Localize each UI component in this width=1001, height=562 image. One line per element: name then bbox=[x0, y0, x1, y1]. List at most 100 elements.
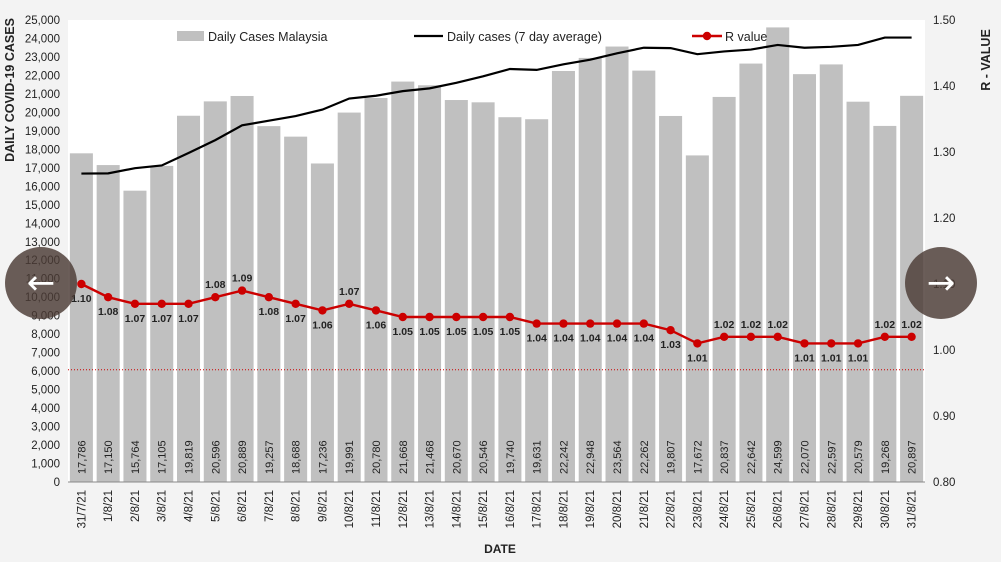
bar-value-label: 20,780 bbox=[371, 440, 383, 474]
r-value-label: 1.04 bbox=[634, 333, 655, 345]
bar bbox=[525, 119, 549, 482]
left-axis-tick-label: 14,000 bbox=[25, 218, 60, 230]
bar-value-label: 20,897 bbox=[907, 440, 919, 474]
left-axis-tick-label: 20,000 bbox=[25, 107, 60, 119]
r-value-point bbox=[853, 339, 863, 348]
bar bbox=[873, 125, 897, 482]
bar-value-label: 20,579 bbox=[853, 440, 865, 474]
bar bbox=[551, 70, 575, 483]
r-value-label: 1.09 bbox=[232, 273, 253, 285]
r-value-point bbox=[157, 299, 166, 308]
legend-label: Daily Cases Malaysia bbox=[208, 30, 328, 44]
r-value-point bbox=[211, 293, 220, 302]
r-value-label: 1.01 bbox=[794, 352, 815, 364]
r-value-point bbox=[452, 312, 461, 322]
bar-value-label: 17,236 bbox=[317, 440, 329, 474]
x-tick-label: 20/8/21 bbox=[612, 490, 624, 528]
r-value-point bbox=[77, 279, 86, 289]
r-value-label: 1.01 bbox=[687, 352, 708, 364]
left-axis-tick-label: 24,000 bbox=[25, 33, 60, 45]
bar-value-label: 17,786 bbox=[76, 440, 88, 474]
x-tick-label: 16/8/21 bbox=[505, 490, 517, 528]
r-value-point bbox=[532, 319, 541, 328]
r-value-point bbox=[693, 339, 702, 348]
x-tick-label: 29/8/21 bbox=[853, 490, 865, 528]
right-axis-tick-label: 0.90 bbox=[933, 411, 955, 423]
right-axis-tick-label: 1.30 bbox=[933, 147, 955, 159]
bar bbox=[659, 115, 683, 482]
x-tick-label: 6/8/21 bbox=[237, 490, 249, 522]
bar-value-label: 20,546 bbox=[478, 440, 490, 474]
r-value-label: 1.01 bbox=[848, 352, 869, 364]
legend-swatch-r-point bbox=[702, 31, 712, 41]
bar bbox=[284, 136, 308, 483]
bar-value-label: 22,597 bbox=[826, 440, 838, 474]
left-axis-tick-label: 25,000 bbox=[25, 15, 60, 27]
left-axis-tick-label: 18,000 bbox=[25, 144, 60, 156]
r-value-label: 1.08 bbox=[259, 306, 280, 318]
x-tick-label: 28/8/21 bbox=[826, 490, 838, 528]
bar bbox=[632, 70, 656, 483]
r-value-point bbox=[773, 332, 782, 341]
x-tick-label: 26/8/21 bbox=[773, 490, 785, 528]
previous-arrow-button[interactable]: ← bbox=[5, 247, 77, 319]
bar-value-label: 23,564 bbox=[612, 440, 624, 474]
left-axis-tick-label: 2,000 bbox=[31, 440, 60, 452]
bar-value-label: 17,105 bbox=[157, 440, 169, 474]
left-axis-tick-label: 0 bbox=[54, 477, 60, 489]
bar-value-label: 20,889 bbox=[237, 440, 249, 474]
r-value-label: 1.05 bbox=[446, 326, 467, 338]
left-axis-tick-label: 5,000 bbox=[31, 385, 60, 397]
x-tick-label: 4/8/21 bbox=[184, 490, 196, 522]
r-value-point bbox=[639, 319, 648, 328]
r-value-point bbox=[130, 299, 140, 308]
arrow-right-icon: → bbox=[926, 263, 956, 303]
bar bbox=[69, 153, 93, 483]
left-axis-tick-label: 16,000 bbox=[25, 181, 60, 193]
bar bbox=[792, 74, 817, 483]
bar-value-label: 22,070 bbox=[799, 440, 811, 474]
legend-label: R value bbox=[725, 30, 767, 44]
bar bbox=[364, 97, 388, 483]
bar-value-label: 19,819 bbox=[184, 440, 196, 474]
bar bbox=[444, 100, 468, 482]
bar-value-label: 19,268 bbox=[880, 440, 892, 474]
r-value-point bbox=[666, 326, 675, 335]
bar-value-label: 19,991 bbox=[344, 440, 356, 474]
r-value-label: 1.04 bbox=[526, 333, 547, 345]
bar bbox=[310, 163, 334, 483]
r-value-point bbox=[264, 293, 274, 302]
bar bbox=[498, 117, 522, 482]
r-value-label: 1.02 bbox=[714, 319, 735, 331]
left-axis-tick-label: 17,000 bbox=[25, 163, 60, 175]
bar-value-label: 18,688 bbox=[291, 440, 303, 474]
r-value-label: 1.08 bbox=[98, 306, 119, 318]
bar-value-label: 22,262 bbox=[639, 440, 651, 474]
r-value-label: 1.07 bbox=[178, 313, 199, 325]
bar-value-label: 17,150 bbox=[103, 440, 115, 474]
left-axis-tick-label: 13,000 bbox=[25, 237, 60, 249]
bar-value-label: 20,670 bbox=[451, 440, 463, 474]
left-axis-tick-label: 19,000 bbox=[25, 126, 60, 138]
r-value-label: 1.05 bbox=[473, 326, 494, 338]
right-axis-tick-label: 1.00 bbox=[933, 345, 955, 357]
bar-value-label: 22,242 bbox=[558, 440, 570, 474]
x-tick-label: 1/8/21 bbox=[103, 490, 115, 522]
bar bbox=[123, 190, 147, 482]
r-value-label: 1.04 bbox=[553, 333, 574, 345]
x-tick-label: 7/8/21 bbox=[264, 490, 276, 522]
x-tick-label: 15/8/21 bbox=[478, 490, 490, 528]
x-tick-label: 10/8/21 bbox=[344, 490, 356, 528]
r-value-point bbox=[103, 293, 113, 302]
bar-value-label: 21,668 bbox=[398, 440, 410, 474]
left-axis-tick-label: 23,000 bbox=[25, 52, 60, 64]
bar bbox=[176, 115, 201, 483]
bar bbox=[391, 81, 415, 482]
left-axis-tick-label: 1,000 bbox=[31, 459, 60, 471]
r-value-point bbox=[425, 312, 434, 322]
next-arrow-button[interactable]: → bbox=[905, 247, 977, 319]
x-tick-label: 5/8/21 bbox=[210, 490, 222, 522]
r-value-point bbox=[827, 339, 836, 348]
bar bbox=[712, 96, 736, 482]
